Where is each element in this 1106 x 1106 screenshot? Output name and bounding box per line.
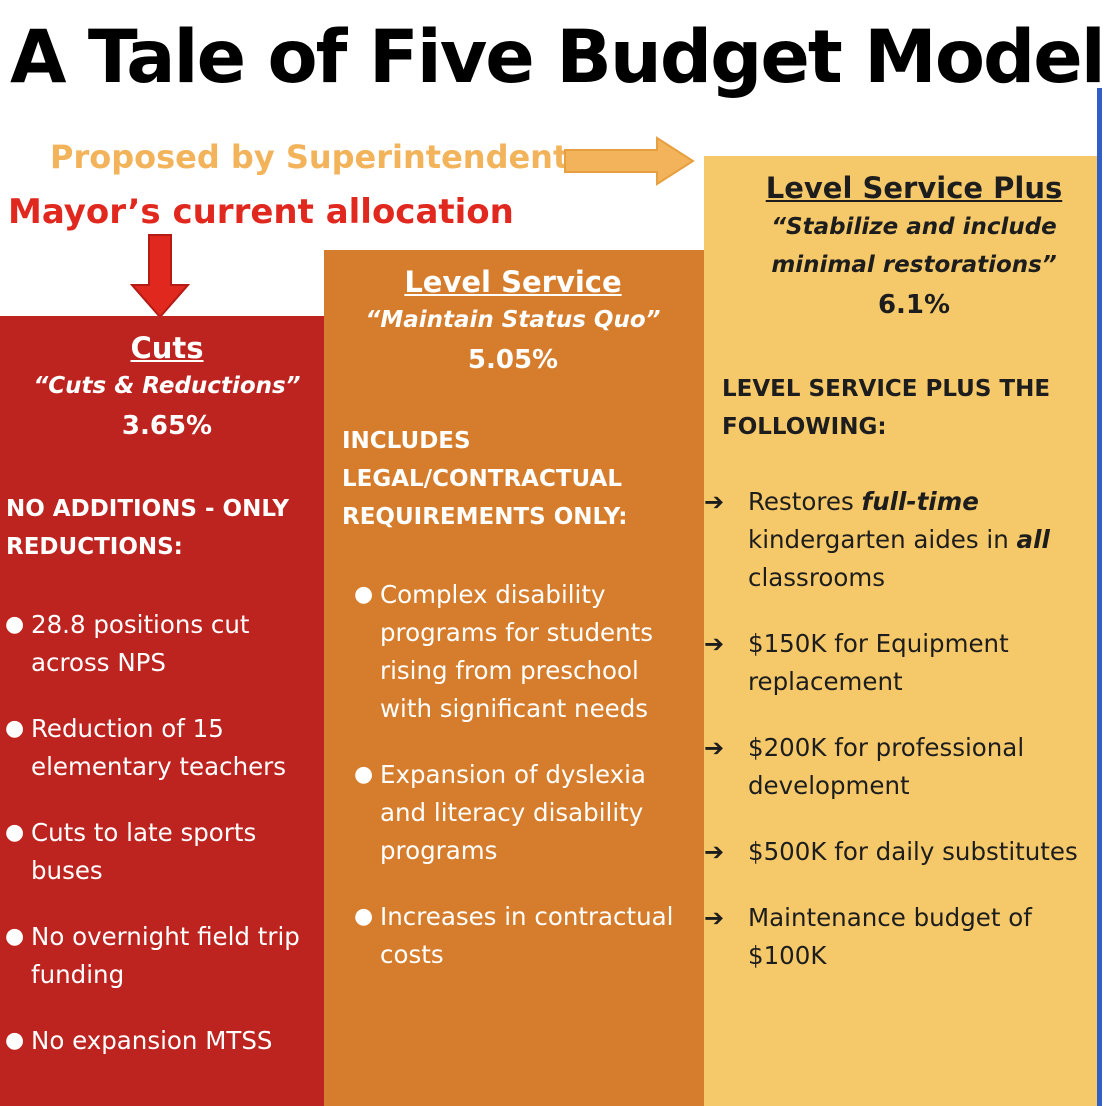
column-quote: “Stabilize and include minimal restorati…: [771, 213, 1057, 278]
column-level-service: Level Service “Maintain Status Quo” 5.05…: [324, 250, 704, 1106]
arrow-bullet-icon: ➔: [704, 734, 725, 762]
column-percent: 5.05%: [467, 344, 559, 375]
column-level-service-plus: Level Service Plus “Stabilize and includ…: [704, 156, 1097, 1106]
section-label: LEVEL SERVICE PLUS THE FOLLOWING:: [722, 376, 1051, 440]
section-label: NO ADDITIONS - ONLY REDUCTIONS:: [6, 496, 290, 560]
section-label: INCLUDES LEGAL/CONTRACTUAL REQUIREMENTS …: [342, 428, 628, 530]
arrow-bullet-icon: ➔: [704, 488, 725, 516]
column-title: Cuts: [130, 331, 204, 365]
list-item: ● 28.8 positions cut across NPS: [5, 610, 250, 677]
list-item: ➔ Restores full-time kindergarten aides i…: [704, 483, 1088, 597]
column-quote: “Cuts & Reductions”: [33, 372, 301, 399]
list-item: ➔ $200K for professional development: [704, 729, 1088, 805]
column-cuts: Cuts “Cuts & Reductions” 3.65% NO ADDITI…: [0, 316, 324, 1106]
column-percent: 6.1%: [877, 289, 951, 320]
list-item: ● Complex disability programs for student…: [354, 580, 654, 723]
arrow-down-icon: [130, 234, 190, 319]
arrow-bullet-icon: ➔: [704, 630, 725, 658]
column-title: Level Service Plus: [765, 171, 1063, 205]
column-percent: 3.65%: [121, 410, 213, 441]
cuts-list: ● 28.8 positions cut across NPS ● Reductio…: [5, 606, 321, 1088]
list-item: ● Expansion of dyslexia and literacy disa…: [354, 760, 646, 865]
proposed-by-superintendent-label: Proposed by Superintendent: [50, 138, 569, 176]
arrow-bullet-icon: ➔: [704, 838, 725, 866]
list-item: ● No overnight field trip funding: [5, 922, 300, 989]
level-service-plus-list: ➔ Restores full-time kindergarten aides i…: [704, 483, 1088, 1003]
mayor-allocation-label: Mayor’s current allocation: [8, 192, 514, 232]
list-item: ● No expansion MTSS: [5, 1026, 273, 1055]
list-item: ● Cuts to late sports buses: [5, 818, 257, 885]
list-item: ➔ $500K for daily substitutes: [704, 833, 1088, 871]
column-title: Level Service: [404, 265, 622, 299]
page-title: A Tale of Five Budget Models: [10, 15, 1106, 100]
list-item: ➔ $150K for Equipment replacement: [704, 625, 1088, 701]
column-quote: “Maintain Status Quo”: [365, 306, 661, 333]
list-item: ● Increases in contractual costs: [354, 902, 674, 969]
arrow-right-icon: [564, 136, 695, 186]
arrow-bullet-icon: ➔: [704, 904, 725, 932]
list-item: ➔ Maintenance budget of $100K: [704, 899, 1088, 975]
level-service-list: ● Complex disability programs for student…: [354, 576, 690, 1002]
blue-edge-bar: [1097, 88, 1102, 1106]
list-item: ● Reduction of 15 elementary teachers: [5, 714, 287, 781]
